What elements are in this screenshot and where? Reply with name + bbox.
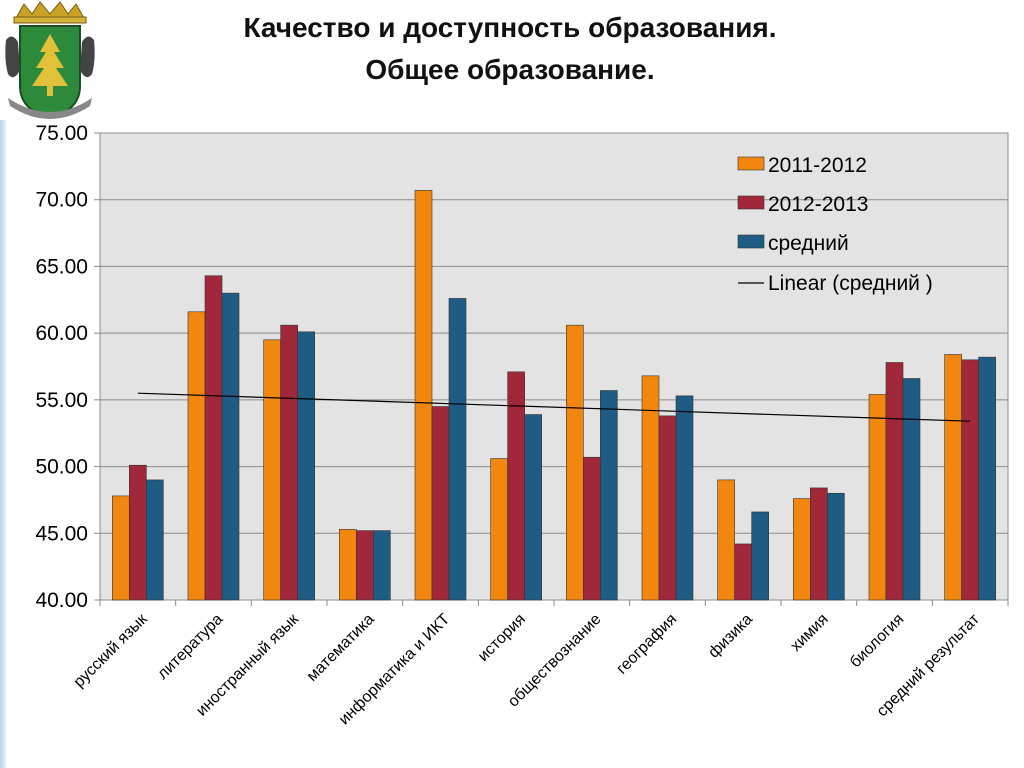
- left-decor-strip: [0, 120, 6, 768]
- plot-area: [99, 132, 1009, 601]
- bar-2012-2013: [204, 275, 223, 601]
- y-tick-label: 70.00: [35, 189, 88, 212]
- bar-average: [675, 395, 694, 601]
- bar-2012-2013: [734, 543, 752, 601]
- legend-label: 2011-2012: [768, 154, 867, 177]
- x-category-label: русский язык: [71, 610, 152, 691]
- y-tick-label: 55.00: [35, 389, 88, 412]
- bar-2011-2012: [187, 311, 206, 601]
- bar-average: [373, 530, 391, 601]
- trendline: [137, 392, 971, 422]
- bar-average: [600, 390, 618, 601]
- bar-2011-2012: [793, 498, 811, 601]
- y-tick-label: 50.00: [35, 456, 88, 479]
- legend-label: средний: [768, 232, 849, 255]
- bar-average: [524, 414, 542, 601]
- x-category-label: литература: [154, 611, 226, 683]
- legend-label: Linear (средний ): [768, 272, 933, 295]
- x-category-label: химия: [787, 611, 831, 655]
- bar-2012-2013: [885, 362, 904, 601]
- bar-chart: 40.00 45.00 50.00 55.00 60.00 65.00 70.00 75.00…: [35, 122, 1009, 728]
- bar-2012-2013: [129, 464, 147, 601]
- x-category-label: география: [613, 611, 680, 678]
- bar-average: [297, 331, 315, 601]
- y-tick-label: 60.00: [35, 322, 88, 345]
- legend-swatch: [737, 156, 765, 171]
- y-tick-label: 65.00: [35, 255, 88, 278]
- bar-2011-2012: [944, 354, 962, 601]
- bar-average: [978, 356, 996, 601]
- bar-average: [751, 511, 769, 601]
- bar-average: [221, 292, 240, 601]
- bar-2011-2012: [414, 190, 433, 601]
- y-tick-label: 40.00: [35, 589, 88, 612]
- bar-2011-2012: [112, 495, 130, 601]
- bar-2011-2012: [868, 394, 887, 601]
- bar-2011-2012: [641, 375, 660, 601]
- y-tick-label: 75.00: [35, 122, 88, 145]
- coat-of-arms-icon: [5, 1, 95, 120]
- bar-2012-2013: [280, 324, 298, 601]
- bar-2012-2013: [356, 530, 374, 601]
- legend-swatch: [737, 234, 765, 249]
- legend-label: 2012-2013: [768, 193, 868, 216]
- x-category-label: математика: [304, 611, 378, 685]
- bar-2012-2013: [431, 406, 450, 601]
- bar-2012-2013: [810, 487, 828, 601]
- y-tick-label: 45.00: [35, 522, 88, 545]
- legend-swatch: [737, 195, 765, 210]
- bar-average: [827, 492, 845, 601]
- bar-2011-2012: [566, 324, 584, 601]
- x-category-label: биология: [847, 611, 907, 671]
- bar-2012-2013: [658, 415, 677, 601]
- bar-average: [448, 298, 467, 601]
- bar-2012-2013: [961, 359, 979, 601]
- x-category-label: история: [475, 611, 529, 665]
- bar-average: [902, 378, 921, 601]
- bar-2011-2012: [339, 528, 357, 601]
- bar-2011-2012: [490, 458, 508, 601]
- bar-average: [146, 479, 164, 601]
- page-title-line2: Общее образование.: [365, 54, 655, 85]
- bar-2012-2013: [583, 456, 601, 601]
- x-category-label: физика: [705, 611, 756, 662]
- bar-2011-2012: [263, 339, 281, 601]
- bar-2011-2012: [717, 479, 735, 601]
- page-title-line1: Качество и доступность образования.: [243, 12, 777, 43]
